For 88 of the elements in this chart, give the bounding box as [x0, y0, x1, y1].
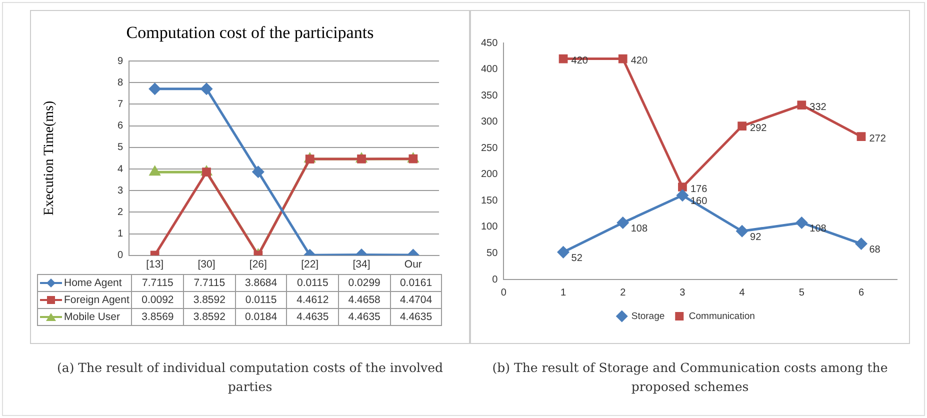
y-tick-label: 150	[480, 195, 498, 206]
x-tick-label: [22]	[301, 258, 319, 271]
point	[797, 100, 806, 110]
point	[200, 83, 212, 95]
y-tick-label: 0	[117, 250, 124, 262]
y-tick-label: 3	[117, 185, 124, 196]
y-tick-label: 5	[117, 142, 124, 154]
data-label: 7.7115	[132, 274, 184, 292]
data-label: 68	[869, 244, 881, 256]
y-tick-label: 100	[480, 222, 498, 233]
data-label: 0.0115	[235, 292, 287, 308]
point	[558, 246, 570, 258]
point	[676, 190, 688, 202]
data-label: 92	[750, 232, 762, 243]
point	[357, 154, 366, 164]
data-label: 4.4658	[338, 292, 390, 308]
legend-label: Home Agent	[38, 274, 132, 292]
y-tick-label: 0	[492, 274, 498, 286]
data-label: 4.4635	[390, 308, 442, 326]
x-tick-label: 0	[500, 287, 507, 298]
y-tick-label: 9	[117, 56, 124, 67]
x-tick-label: [30]	[198, 258, 216, 271]
point	[149, 83, 161, 95]
x-tick-label: Our	[404, 258, 422, 271]
data-label: 272	[869, 133, 886, 144]
point	[558, 54, 568, 64]
point	[150, 166, 160, 176]
x-tick-label: 3	[680, 287, 686, 298]
x-tick-label: [26]	[249, 258, 268, 271]
point	[618, 54, 628, 64]
y-tick-label: 7	[117, 98, 124, 110]
data-label: 420	[630, 56, 648, 67]
point	[796, 216, 808, 228]
data-label: 3.8592	[184, 308, 236, 326]
y-tick-label: 2	[117, 206, 124, 218]
x-tick-label: [13]	[146, 258, 164, 271]
data-label: 4.4635	[286, 308, 339, 326]
data-label: 0.0161	[390, 274, 442, 292]
data-label: 0.0184	[235, 308, 287, 326]
text: (b) The result of Storage and Communication costs among the proposed schemes	[491, 359, 889, 396]
y-tick-label: 1	[117, 228, 124, 240]
point	[678, 182, 687, 192]
data-label: 3.8569	[132, 308, 184, 326]
data-label: 52	[571, 252, 583, 264]
point	[855, 238, 867, 250]
point	[617, 216, 629, 228]
x-tick-label: 6	[858, 287, 864, 298]
data-label: 3.8684	[235, 274, 287, 292]
data-label: 4.4612	[286, 292, 339, 308]
y-tick-label: 350	[480, 90, 498, 102]
data-label: 332	[810, 102, 827, 113]
data-label: 0.0299	[338, 274, 390, 292]
point	[305, 154, 314, 164]
data-label: 3.8592	[184, 292, 236, 308]
y-tick-label: 400	[480, 64, 498, 76]
chart-title: Computation cost of the participants	[125, 23, 375, 44]
data-label: 7.7115	[184, 274, 236, 292]
y-tick-label: 450	[480, 38, 498, 49]
point	[736, 225, 748, 237]
x-tick-label: 4	[739, 287, 746, 298]
legend-label: Mobile User	[38, 308, 132, 326]
data-label: 0.0092	[132, 292, 184, 308]
point	[738, 122, 746, 130]
x-tick-label: 2	[620, 287, 626, 298]
legend-label: Communication	[688, 310, 755, 322]
x-tick-label: 1	[560, 287, 566, 298]
data-label: 108	[630, 223, 648, 234]
data-label: 0.0115	[286, 274, 339, 292]
data-label: 4.4704	[390, 292, 442, 308]
x-tick-label: [34]	[352, 258, 370, 271]
point	[856, 132, 866, 141]
legend-label: Storage	[631, 310, 665, 322]
legend-label: Foreign Agent	[38, 292, 132, 308]
x-tick-label: 5	[798, 287, 805, 298]
data-label: 292	[750, 122, 768, 134]
y-tick-label: 250	[480, 142, 498, 154]
y-axis-title: Execution Time(ms)	[42, 100, 58, 216]
y-tick-label: 50	[486, 248, 498, 259]
text: (a) The result of individual computation costs of the involved parties	[56, 359, 444, 396]
point	[252, 166, 264, 178]
point	[202, 168, 211, 176]
y-tick-label: 8	[117, 77, 124, 88]
y-tick-label: 200	[480, 169, 498, 180]
y-tick-label: 300	[480, 116, 498, 128]
y-tick-label: 4	[117, 164, 124, 175]
y-tick-label: 6	[117, 120, 124, 132]
data-label: 4.4635	[338, 308, 390, 326]
data-label: 176	[690, 184, 708, 195]
